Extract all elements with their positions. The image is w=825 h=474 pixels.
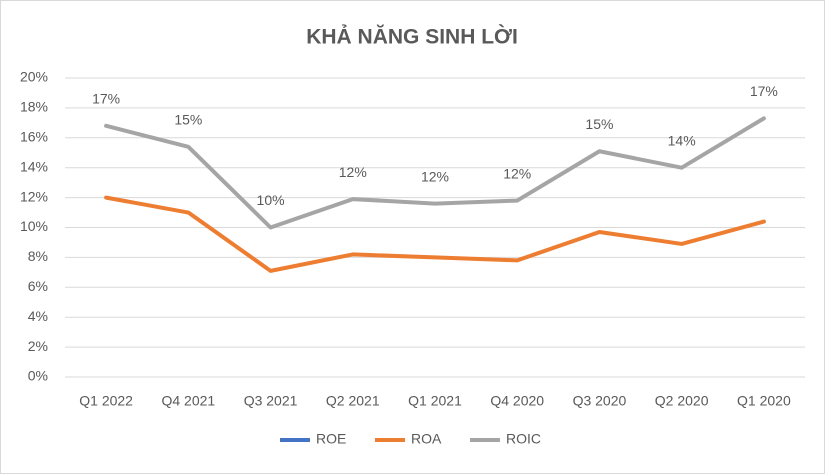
data-label: 12% bbox=[339, 164, 367, 180]
data-label: 15% bbox=[585, 116, 613, 132]
y-tick-label: 16% bbox=[20, 129, 48, 145]
y-tick-label: 0% bbox=[28, 368, 48, 384]
y-tick-label: 14% bbox=[20, 158, 48, 174]
y-tick-label: 18% bbox=[20, 99, 48, 115]
y-tick-label: 20% bbox=[20, 69, 48, 85]
x-tick-label: Q1 2021 bbox=[408, 393, 462, 409]
x-tick-label: Q2 2021 bbox=[326, 393, 380, 409]
data-label: 10% bbox=[257, 192, 285, 208]
legend-label: ROE bbox=[316, 431, 346, 447]
x-tick-label: Q3 2021 bbox=[244, 393, 298, 409]
series-line bbox=[104, 195, 766, 273]
y-tick-label: 6% bbox=[28, 278, 48, 294]
y-tick-label: 8% bbox=[28, 248, 48, 264]
y-tick-label: 4% bbox=[28, 308, 48, 324]
chart-title: KHẢ NĂNG SINH LỜI bbox=[306, 25, 518, 49]
legend-label: ROIC bbox=[506, 431, 541, 447]
series-line bbox=[104, 116, 766, 230]
data-label: 12% bbox=[421, 168, 449, 184]
y-tick-label: 12% bbox=[20, 188, 48, 204]
x-tick-label: Q4 2020 bbox=[490, 393, 544, 409]
x-tick-label: Q4 2021 bbox=[161, 393, 215, 409]
data-label: 17% bbox=[750, 83, 778, 99]
y-tick-label: 10% bbox=[20, 218, 48, 234]
x-tick-label: Q1 2022 bbox=[79, 393, 133, 409]
legend-label: ROA bbox=[411, 431, 442, 447]
data-label: 15% bbox=[174, 111, 202, 127]
y-tick-label: 2% bbox=[28, 338, 48, 354]
data-label: 14% bbox=[668, 132, 696, 148]
x-tick-label: Q2 2020 bbox=[655, 393, 709, 409]
data-label: 12% bbox=[503, 165, 531, 181]
x-tick-label: Q1 2020 bbox=[737, 393, 791, 409]
x-tick-label: Q3 2020 bbox=[573, 393, 627, 409]
data-label: 17% bbox=[92, 91, 120, 107]
